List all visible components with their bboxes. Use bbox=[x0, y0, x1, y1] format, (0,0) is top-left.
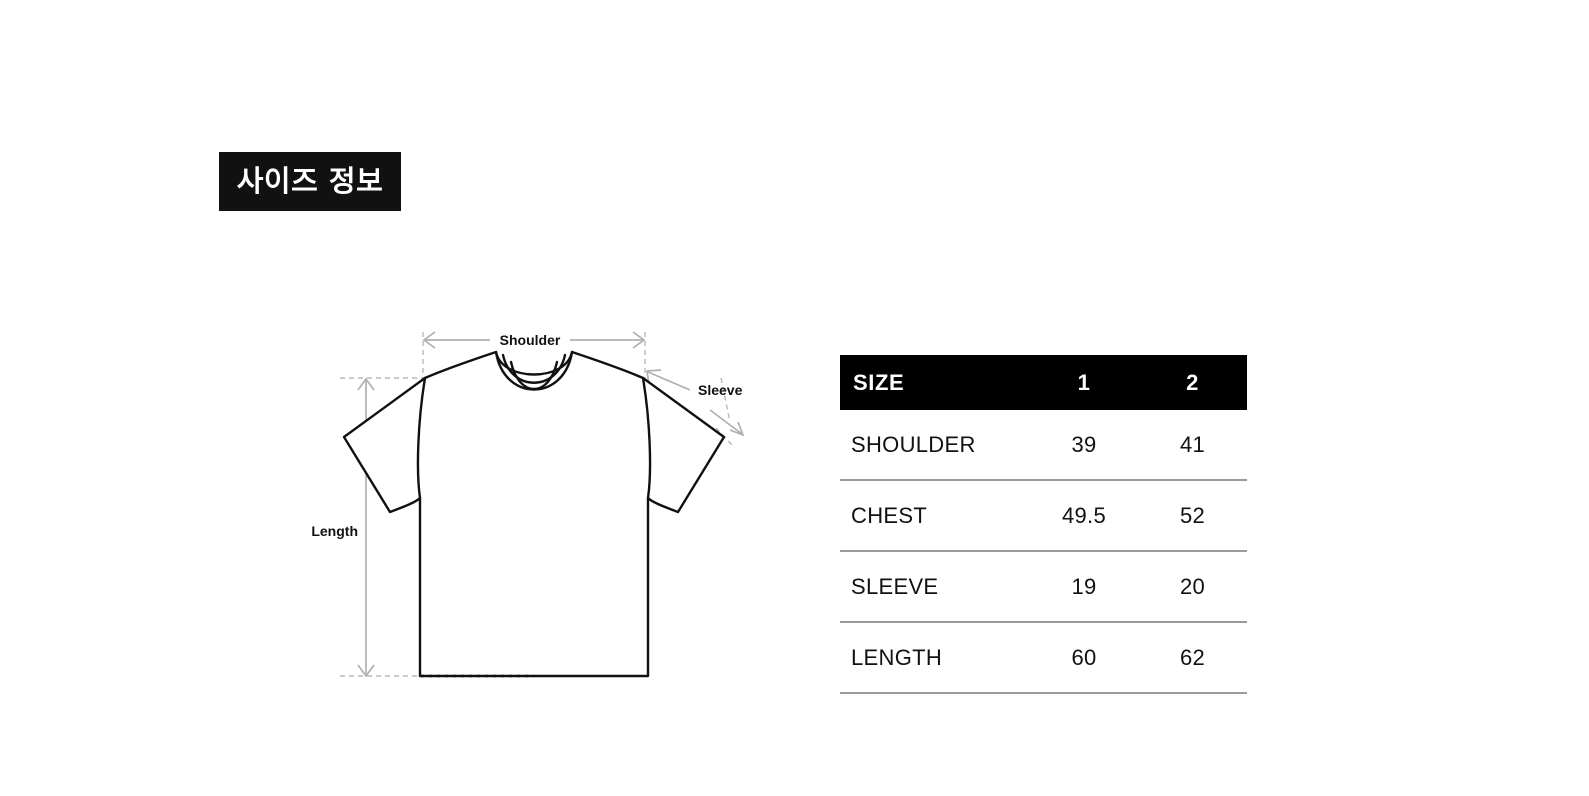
length-dimension-label: Length bbox=[311, 523, 358, 539]
row-label-chest: CHEST bbox=[840, 480, 1030, 552]
row-value-chest-1: 49.5 bbox=[1030, 480, 1138, 552]
row-label-length: LENGTH bbox=[840, 622, 1030, 694]
row-value-length-1: 60 bbox=[1030, 622, 1138, 694]
size-table-col-size: SIZE bbox=[840, 355, 1030, 410]
sleeve-dimension: Sleeve bbox=[646, 369, 745, 437]
size-table-header-row: SIZE 1 2 bbox=[840, 355, 1247, 410]
row-value-shoulder-1: 39 bbox=[1030, 410, 1138, 481]
table-row: LENGTH 60 62 bbox=[840, 622, 1247, 694]
t-shirt-outline bbox=[342, 350, 726, 678]
row-value-shoulder-2: 41 bbox=[1138, 410, 1247, 481]
row-label-sleeve: SLEEVE bbox=[840, 551, 1030, 623]
row-value-length-2: 62 bbox=[1138, 622, 1247, 694]
row-value-sleeve-1: 19 bbox=[1030, 551, 1138, 623]
sleeve-dimension-label: Sleeve bbox=[698, 382, 743, 398]
row-value-sleeve-2: 20 bbox=[1138, 551, 1247, 623]
table-row: CHEST 49.5 52 bbox=[840, 480, 1247, 552]
size-table-col-1: 1 bbox=[1030, 355, 1138, 410]
row-label-shoulder: SHOULDER bbox=[840, 410, 1030, 481]
table-row: SHOULDER 39 41 bbox=[840, 410, 1247, 481]
size-info-badge-label: 사이즈 정보 bbox=[236, 164, 384, 198]
shoulder-dimension-label: Shoulder bbox=[500, 332, 561, 348]
size-table: SIZE 1 2 SHOULDER 39 41 CHEST 49.5 52 SL… bbox=[840, 355, 1247, 694]
t-shirt-measurement-diagram: .outline { fill:#ffffff; stroke:#111111;… bbox=[311, 310, 788, 710]
shoulder-dimension: Shoulder bbox=[422, 331, 646, 349]
row-value-chest-2: 52 bbox=[1138, 480, 1247, 552]
size-table-col-2: 2 bbox=[1138, 355, 1247, 410]
size-info-badge: 사이즈 정보 bbox=[219, 152, 401, 211]
table-row: SLEEVE 19 20 bbox=[840, 551, 1247, 623]
